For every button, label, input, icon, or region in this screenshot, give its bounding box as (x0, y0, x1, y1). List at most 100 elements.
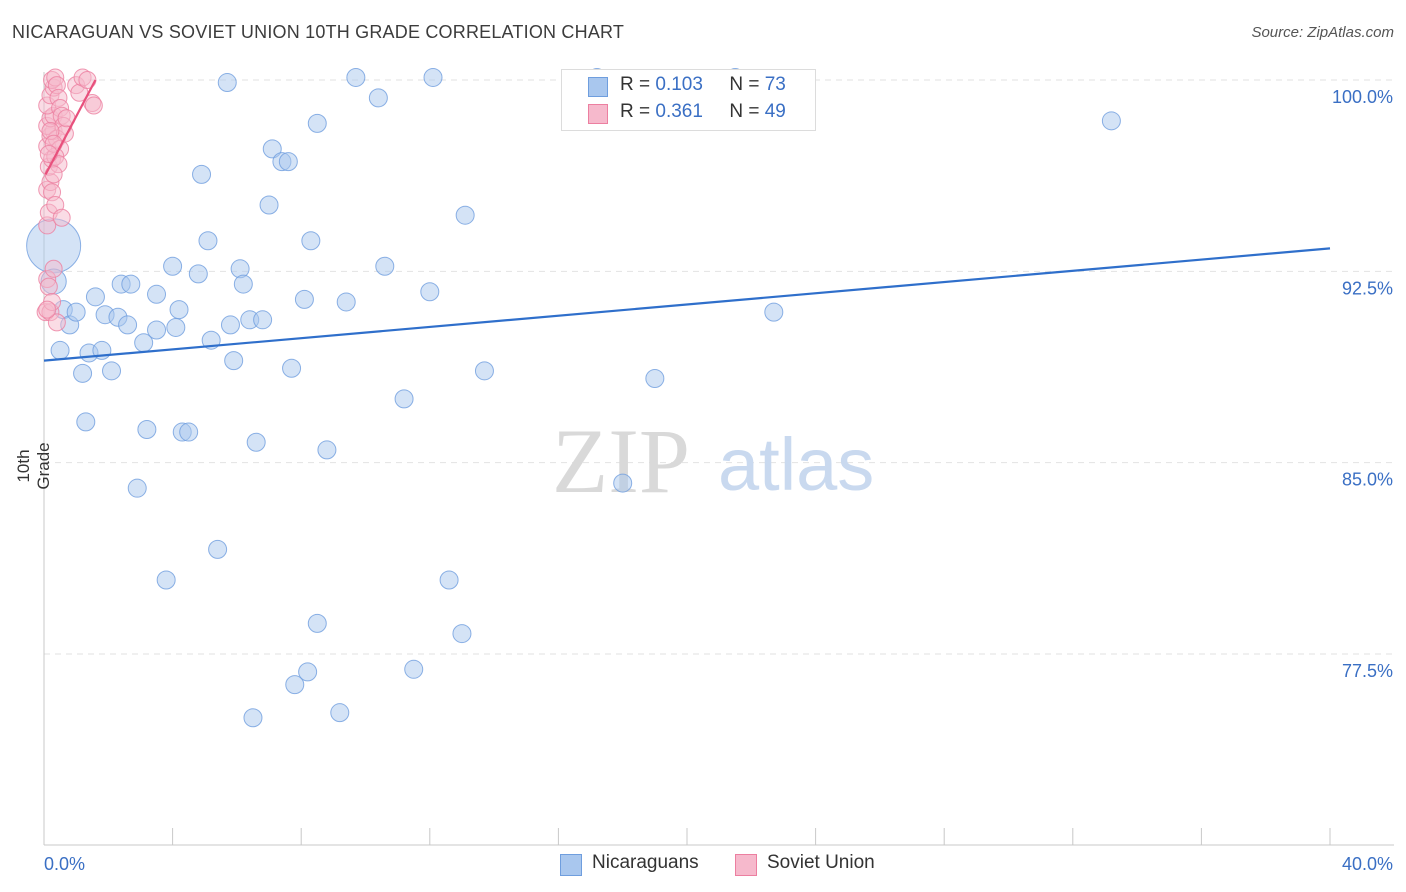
grid-lines (44, 79, 1394, 655)
point-nicaraguans (118, 315, 138, 335)
point-nicaraguans (404, 659, 424, 679)
point-nicaraguans (439, 570, 459, 590)
point-nicaraguans (220, 315, 240, 335)
point-nicaraguans (50, 340, 70, 360)
point-nicaraguans (224, 351, 244, 371)
legend-swatch-pink (588, 104, 608, 124)
point-soviet-union (52, 208, 71, 227)
legend-swatch-pink (735, 854, 757, 876)
point-soviet-union (39, 277, 58, 296)
point-nicaraguans (262, 139, 282, 159)
y-tick-label: 85.0% (1342, 470, 1393, 490)
y-tick-label: 92.5% (1342, 278, 1393, 298)
point-nicaraguans (233, 274, 253, 294)
trend-line-soviet-union (44, 79, 97, 175)
y-tick-label: 77.5% (1342, 661, 1393, 681)
point-nicaraguans (253, 310, 273, 330)
legend-r-value: 0.103 (655, 74, 703, 95)
point-nicaraguans (285, 675, 305, 695)
point-nicaraguans (188, 264, 208, 284)
point-nicaraguans (307, 113, 327, 133)
point-nicaraguans (147, 284, 167, 304)
trend-lines (43, 79, 1331, 362)
y-tick-label: 100.0% (1332, 87, 1393, 107)
point-nicaraguans (294, 289, 314, 309)
point-nicaraguans (230, 259, 250, 279)
x-tick-label: 0.0% (44, 854, 85, 874)
point-nicaraguans (192, 164, 212, 184)
legend-n-value: 73 (764, 74, 786, 95)
point-nicaraguans (423, 67, 443, 87)
point-nicaraguans (85, 287, 105, 307)
point-nicaraguans (156, 570, 176, 590)
point-soviet-union (39, 144, 58, 163)
legend-r-label: R = (620, 74, 651, 95)
legend-r-label: R = (620, 101, 651, 122)
point-nicaraguans (217, 73, 237, 93)
stats-legend: R = 0.103 N = 73 R = 0.361 N = 49 (561, 69, 816, 131)
trend-line-nicaraguans (43, 247, 1331, 362)
point-nicaraguans (368, 88, 388, 108)
point-nicaraguans (330, 703, 350, 723)
point-nicaraguans (127, 478, 147, 498)
legend-n-label: N = (729, 74, 760, 95)
point-nicaraguans (764, 302, 784, 322)
point-nicaraguans (208, 539, 228, 559)
point-nicaraguans (278, 152, 298, 172)
point-nicaraguans (282, 358, 302, 378)
legend-label: Nicaraguans (592, 852, 699, 873)
point-nicaraguans (121, 274, 141, 294)
point-soviet-union (78, 71, 97, 89)
point-nicaraguans (613, 473, 633, 493)
point-nicaraguans (147, 320, 167, 340)
point-nicaraguans (179, 422, 199, 442)
data-points (26, 67, 1121, 728)
point-nicaraguans (246, 432, 266, 452)
point-nicaraguans (243, 708, 263, 728)
point-nicaraguans (452, 624, 472, 644)
watermark: ZIP atlas (552, 410, 874, 512)
point-nicaraguans (307, 613, 327, 633)
legend-swatch-blue (588, 77, 608, 97)
x-tick-label: 40.0% (1342, 854, 1393, 874)
y-axis-label: 10th Grade (14, 442, 53, 490)
point-soviet-union (84, 96, 103, 115)
point-nicaraguans (102, 361, 122, 381)
point-nicaraguans (346, 67, 366, 87)
point-nicaraguans (394, 389, 414, 409)
point-nicaraguans (137, 420, 157, 440)
point-nicaraguans (73, 363, 93, 383)
point-soviet-union (47, 313, 66, 332)
legend-label: Soviet Union (767, 852, 875, 873)
point-nicaraguans (301, 231, 321, 251)
point-nicaraguans (163, 256, 183, 276)
point-nicaraguans (375, 256, 395, 276)
source-label: Source: ZipAtlas.com (1251, 24, 1394, 41)
point-nicaraguans (336, 292, 356, 312)
point-nicaraguans (169, 300, 189, 320)
point-soviet-union (44, 259, 63, 278)
point-nicaraguans (645, 368, 665, 388)
axes (43, 72, 1394, 846)
point-nicaraguans (420, 282, 440, 302)
point-soviet-union (44, 165, 63, 184)
legend-r-value: 0.361 (655, 101, 703, 122)
watermark-atlas: atlas (718, 423, 874, 506)
tick-labels: 100.0% 92.5% 85.0% 77.5% 0.0% 40.0% (44, 87, 1393, 874)
point-nicaraguans (198, 231, 218, 251)
point-nicaraguans (474, 361, 494, 381)
point-nicaraguans (76, 412, 96, 432)
point-nicaraguans (298, 662, 318, 682)
point-nicaraguans (1101, 111, 1121, 131)
point-nicaraguans (455, 205, 475, 225)
point-soviet-union (38, 300, 57, 319)
point-nicaraguans (166, 317, 186, 337)
point-nicaraguans (66, 302, 86, 322)
point-nicaraguans (259, 195, 279, 215)
legend-swatch-blue (560, 854, 582, 876)
watermark-zip: ZIP (552, 410, 690, 512)
legend-n-value: 49 (764, 101, 786, 122)
legend-n-label: N = (729, 101, 760, 122)
chart-title: NICARAGUAN VS SOVIET UNION 10TH GRADE CO… (12, 22, 625, 42)
